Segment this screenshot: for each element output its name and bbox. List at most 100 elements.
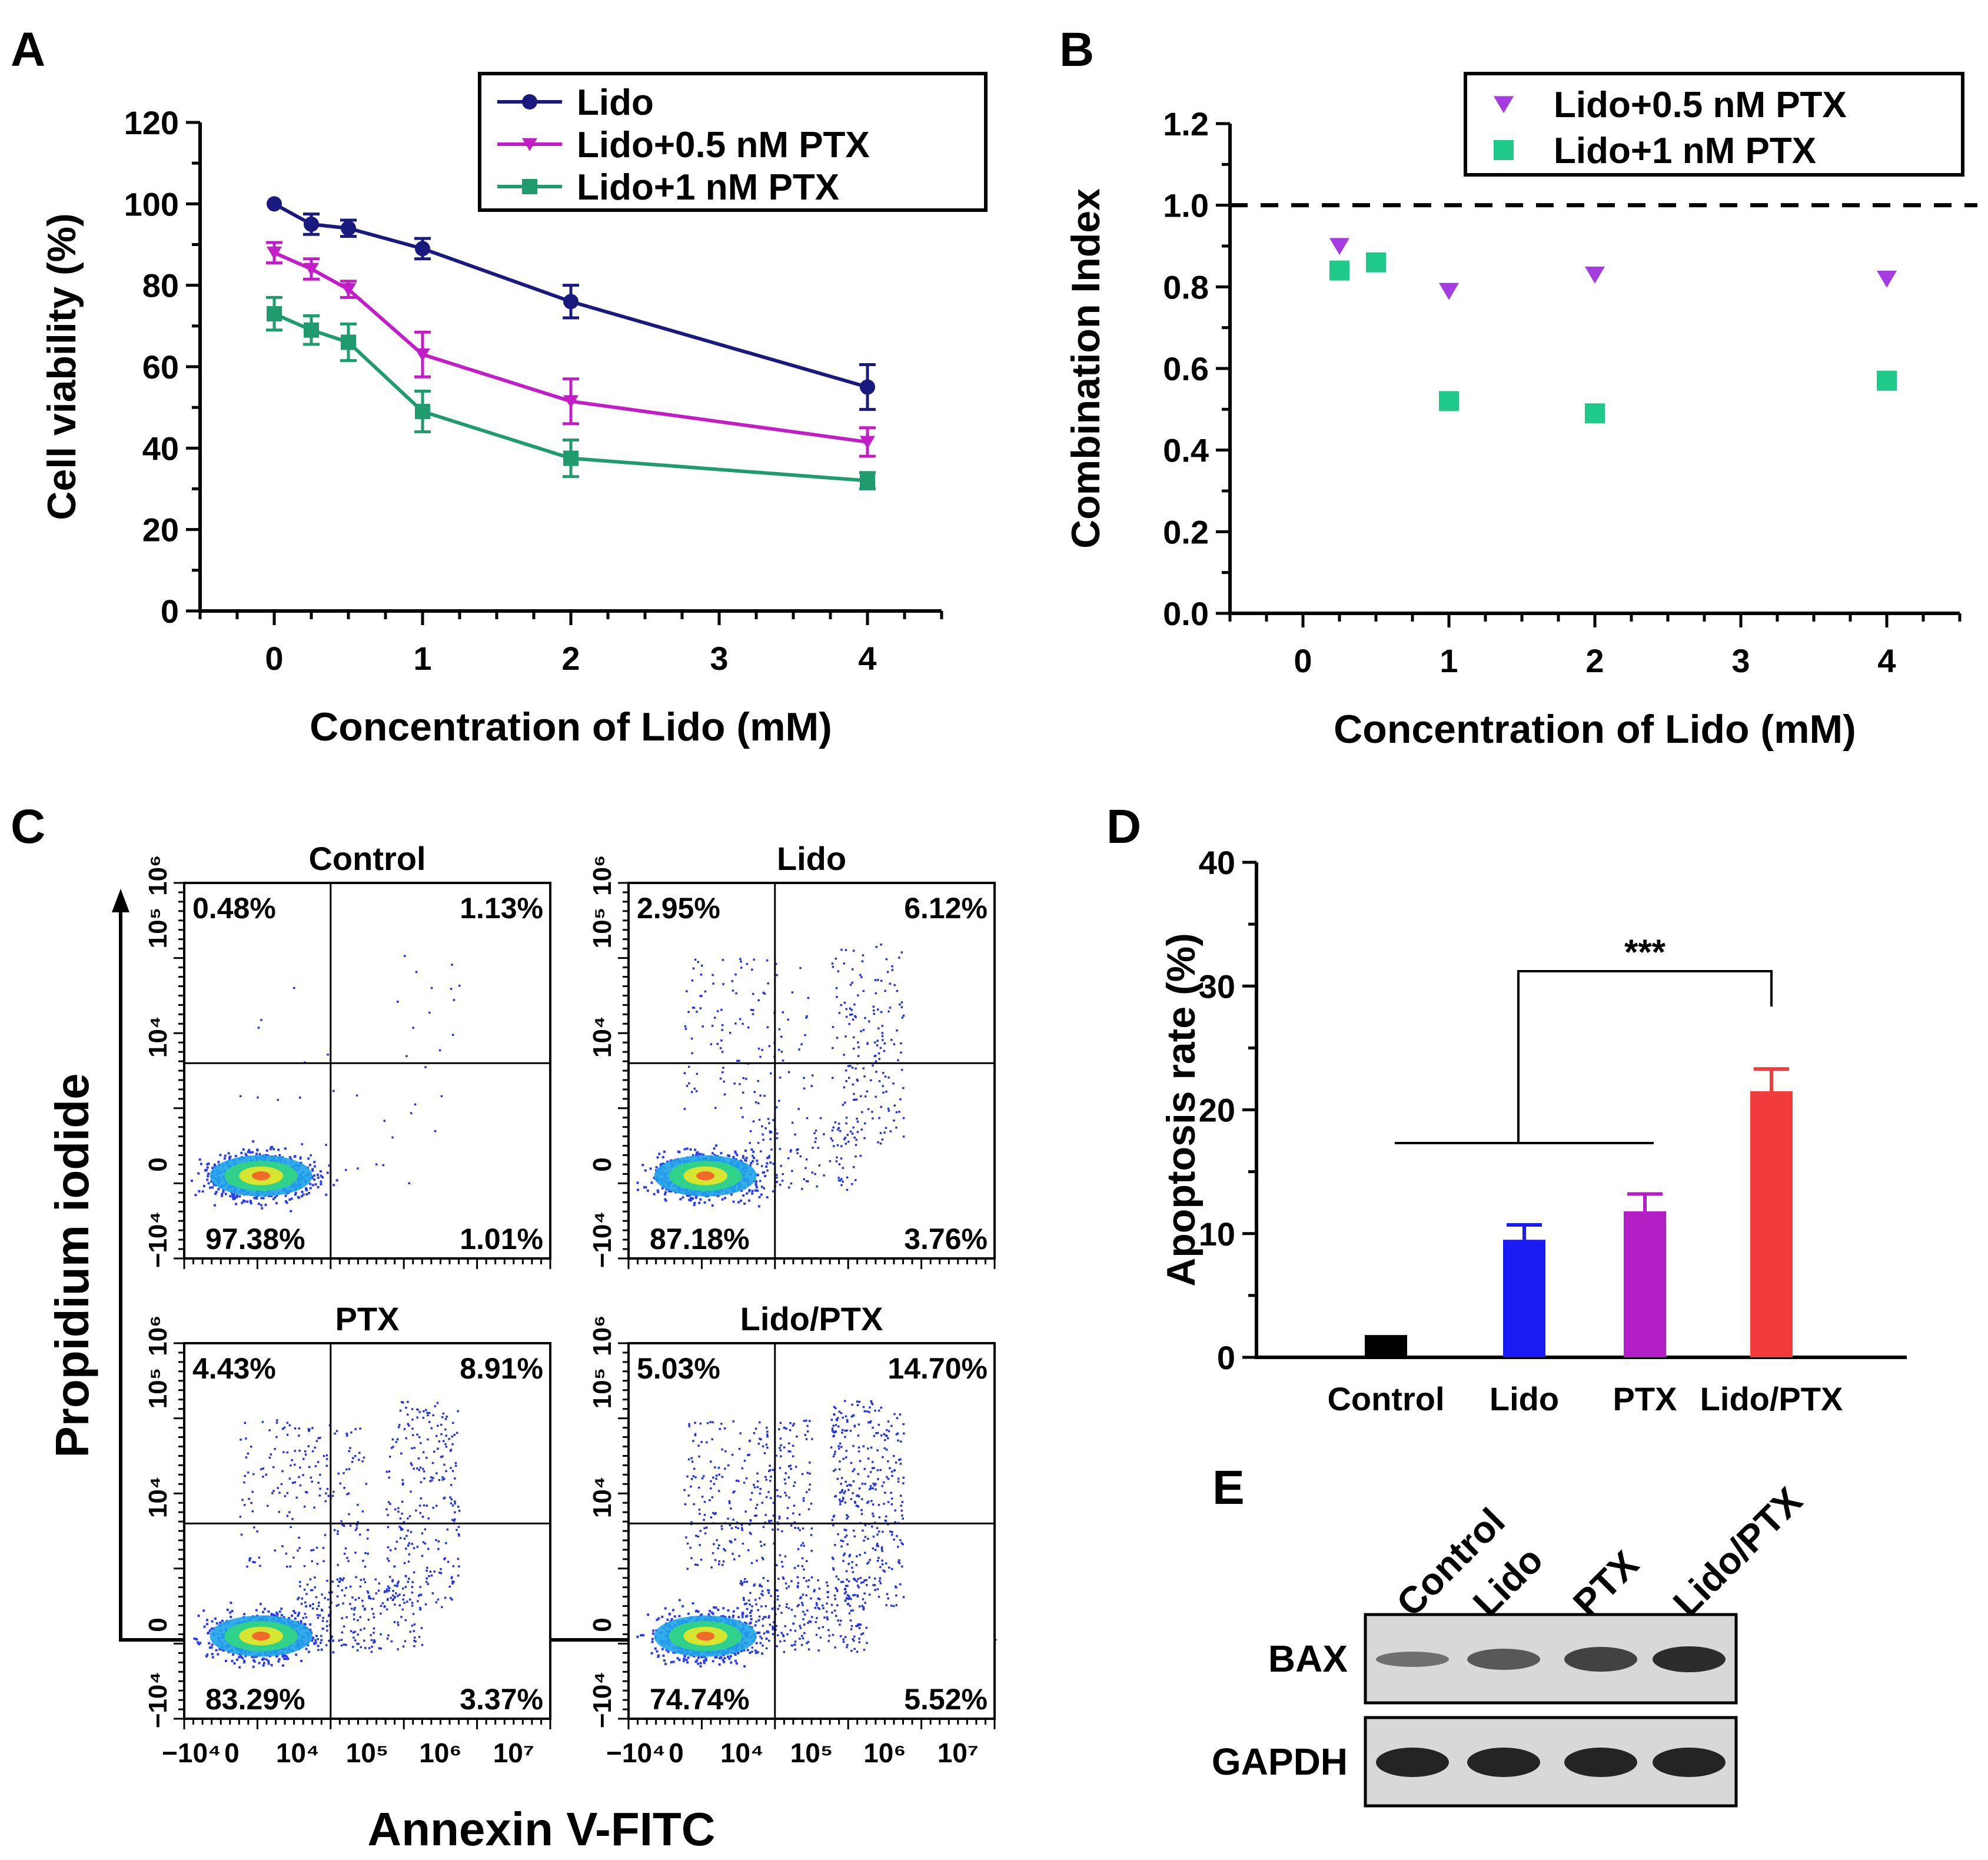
cell-dot xyxy=(755,1184,757,1187)
cell-dot xyxy=(740,1580,742,1583)
cell-dot xyxy=(792,1512,794,1514)
cell-dot xyxy=(810,1550,813,1552)
cell-dot xyxy=(777,1607,779,1610)
cell-dot xyxy=(895,1462,897,1464)
cell-dot xyxy=(259,1603,262,1606)
cell-dot xyxy=(706,1441,708,1444)
cell-dot xyxy=(840,1004,842,1007)
cell-dot xyxy=(834,1468,837,1471)
cell-dot xyxy=(322,1616,324,1619)
cell-dot xyxy=(702,1475,705,1477)
cell-dot xyxy=(787,1607,790,1609)
cell-dot xyxy=(352,1457,354,1459)
cell-dot xyxy=(407,1529,409,1532)
cell-dot xyxy=(197,1172,200,1175)
cell-dot xyxy=(380,1648,382,1650)
cell-dot xyxy=(772,1633,774,1635)
cell-dot xyxy=(417,1457,420,1460)
cell-dot xyxy=(664,1607,667,1610)
cell-dot xyxy=(878,1117,880,1120)
cell-dot xyxy=(825,1610,828,1613)
cell-dot xyxy=(422,1541,425,1543)
cell-dot xyxy=(347,1492,350,1495)
cell-dot xyxy=(900,1001,903,1004)
cell-dot xyxy=(839,1500,842,1503)
cell-dot xyxy=(341,1617,344,1619)
cell-dot xyxy=(732,1610,735,1613)
cell-dot xyxy=(756,1480,759,1483)
cell-dot xyxy=(770,1497,772,1499)
cell-dot xyxy=(449,1496,451,1499)
cell-dot xyxy=(257,1027,260,1029)
cell-dot xyxy=(782,1011,784,1014)
cell-dot xyxy=(736,1059,739,1062)
cell-dot xyxy=(764,1605,767,1607)
cell-dot xyxy=(739,1018,742,1021)
cell-dot xyxy=(759,1492,762,1495)
cell-dot xyxy=(810,1527,813,1530)
cell-dot xyxy=(762,991,764,994)
cell-dot xyxy=(650,1181,653,1184)
cell-dot xyxy=(691,979,694,982)
cell-dot xyxy=(265,1154,268,1157)
cell-dot xyxy=(804,1167,807,1170)
cell-dot xyxy=(750,1609,753,1612)
cell-dot xyxy=(451,1443,454,1446)
cell-dot xyxy=(420,1497,423,1500)
cell-dot xyxy=(847,1077,850,1079)
cell-dot xyxy=(310,1476,313,1479)
cell-dot xyxy=(254,1655,257,1658)
cell-dot xyxy=(877,1141,879,1144)
cell-dot xyxy=(697,1486,700,1489)
cell-dot xyxy=(308,1430,310,1432)
cell-dot xyxy=(902,1423,905,1426)
cell-dot xyxy=(333,1090,335,1092)
cell-dot xyxy=(879,1142,882,1145)
cell-dot xyxy=(866,1562,869,1565)
cell-dot xyxy=(897,1546,899,1548)
density-ring xyxy=(252,1171,271,1181)
cell-dot xyxy=(760,1585,763,1587)
cell-dot xyxy=(784,1625,786,1628)
cell-dot xyxy=(381,1602,384,1605)
cell-dot xyxy=(298,1547,301,1549)
cell-dot xyxy=(826,1618,829,1620)
cell-dot xyxy=(311,1184,314,1187)
cell-dot xyxy=(768,1122,770,1124)
cell-dot xyxy=(849,1064,852,1067)
cell-dot xyxy=(793,1567,796,1569)
cell-dot xyxy=(850,1649,853,1652)
cell-dot xyxy=(297,1195,300,1198)
cell-dot xyxy=(383,1591,386,1593)
cell-dot xyxy=(419,1593,421,1596)
cell-dot xyxy=(898,1111,900,1113)
cell-dot xyxy=(894,1509,896,1512)
cell-dot xyxy=(372,1613,375,1615)
cell-dot xyxy=(692,1475,694,1477)
cell-dot xyxy=(873,1577,876,1580)
cell-dot xyxy=(401,1500,404,1503)
cell-dot xyxy=(779,1467,782,1469)
cell-dot xyxy=(836,1477,839,1480)
cell-dot xyxy=(700,995,703,997)
cell-dot xyxy=(428,1011,431,1014)
cell-dot xyxy=(782,1059,784,1062)
cell-dot xyxy=(722,1560,725,1563)
cell-dot xyxy=(807,1579,810,1582)
cell-dot xyxy=(868,1576,871,1579)
cell-dot xyxy=(718,1560,720,1563)
y-axis-title: Propidium iodide xyxy=(46,1073,98,1457)
cell-dot xyxy=(880,979,883,982)
cell-dot xyxy=(879,1582,882,1585)
cell-dot xyxy=(834,1121,837,1124)
cell-dot xyxy=(401,1608,404,1611)
cell-dot xyxy=(314,1576,316,1579)
cell-dot xyxy=(740,1189,743,1192)
cell-dot xyxy=(862,1029,865,1031)
data-point xyxy=(415,241,430,257)
cell-dot xyxy=(317,1649,320,1651)
cell-dot xyxy=(902,1543,904,1546)
cell-dot xyxy=(263,1607,266,1610)
quadrant-pct-ul: 2.95% xyxy=(637,892,720,925)
cell-dot xyxy=(860,1633,863,1636)
